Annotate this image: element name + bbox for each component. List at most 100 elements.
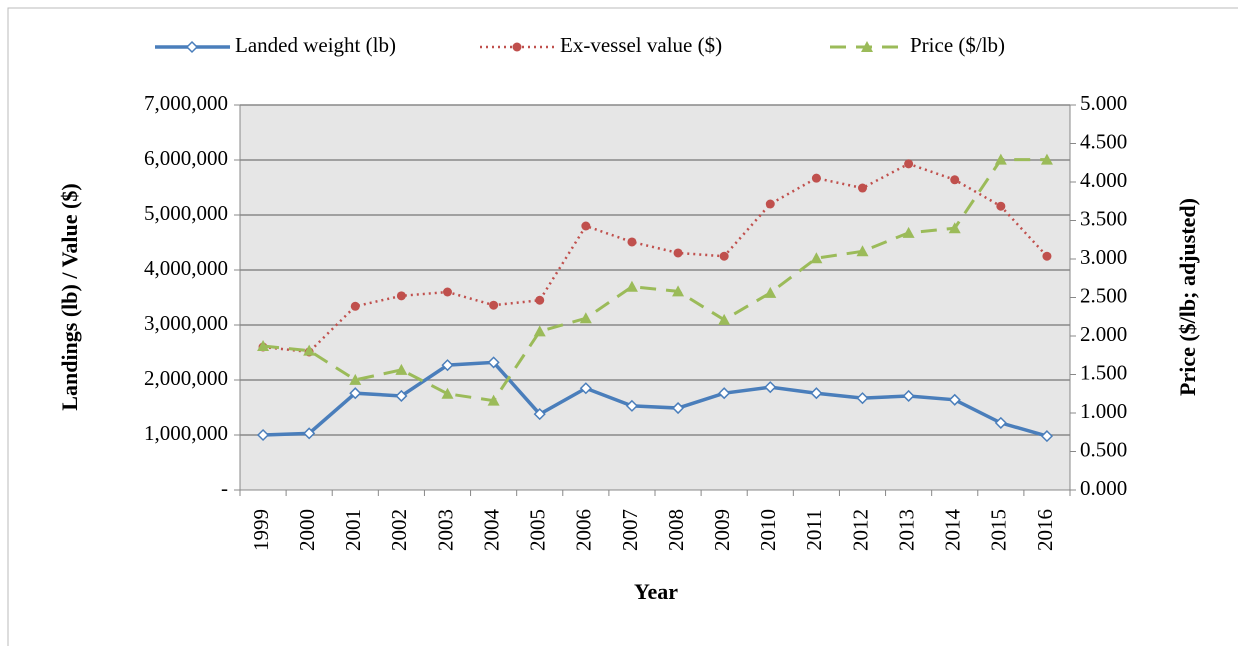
y-tick-label: 7,000,000 [144,91,228,115]
point [303,344,316,356]
point [1040,153,1053,165]
point [443,287,452,297]
x-tick-label: 2015 [987,509,1011,551]
series-line [262,360,1048,438]
point [764,286,777,298]
point [948,393,961,406]
y-axis-title: Landings (lb) / Value ($) [57,183,82,410]
point [625,399,639,412]
y-tick-label: 5,000,000 [144,201,228,225]
point [719,251,729,261]
point [627,237,637,247]
point [349,387,362,400]
x-tick-label: 2009 [710,509,734,551]
point [533,408,546,421]
point [764,381,777,394]
point [487,394,500,406]
point [904,159,914,169]
point [718,387,731,400]
x-tick-label: 2008 [664,509,688,551]
point [535,295,545,305]
y-tick-label: 6,000,000 [144,146,228,170]
legend-marker [512,42,522,52]
y2-tick-label: 0.500 [1080,437,1127,461]
y-tick-label: 1,000,000 [144,421,228,445]
point [718,313,731,325]
y2-tick-label: 3.000 [1080,245,1127,269]
point [856,245,869,257]
point [395,363,408,375]
y2-tick-label: 4.000 [1080,168,1127,192]
point [350,301,360,311]
legend-marker [185,40,199,54]
y2-tick-label: 1.500 [1080,360,1127,384]
x-tick-label: 2010 [756,509,780,551]
point [1042,251,1052,261]
x-tick-label: 2014 [941,509,965,552]
point [257,340,270,352]
point [581,221,591,231]
series-line [262,162,1048,354]
x-tick-label: 2005 [526,509,550,551]
y2-tick-label: 1.000 [1080,399,1127,423]
point [441,359,454,372]
chart-border [7,7,1238,646]
point [994,416,1007,429]
x-tick-label: 2004 [479,508,503,551]
point [902,389,915,403]
point [303,427,316,440]
point [441,387,454,399]
x-tick-label: 2007 [618,509,642,551]
x-tick-label: 2013 [894,509,918,551]
point [533,325,546,337]
x-tick-label: 1999 [249,509,273,551]
point [625,280,638,292]
x-tick-label: 2012 [848,509,872,551]
point [672,285,685,297]
y-tick-label: 3,000,000 [144,311,228,335]
point [948,222,961,234]
y-tick-label: - [221,476,228,500]
point [811,173,821,183]
point [256,428,270,442]
y2-tick-label: 3.500 [1080,206,1127,230]
point [994,153,1007,165]
point [579,382,592,395]
y-tick-label: 4,000,000 [144,256,228,280]
point [1040,430,1054,443]
series-line [262,158,1047,403]
point [950,175,960,185]
x-tick-label: 2001 [341,509,365,551]
point [671,401,685,415]
point [489,300,499,310]
x-tick-label: 2006 [572,509,596,551]
point [673,248,683,258]
legend-label: Landed weight (lb) [235,33,396,57]
point [765,199,775,209]
y2-axis-title: Price ($/lb; adjusted) [1175,198,1200,396]
point [810,252,823,264]
x-tick-label: 2016 [1033,509,1057,551]
point [396,291,406,301]
x-tick-label: 2002 [387,509,411,551]
y2-tick-label: 2.000 [1080,322,1127,346]
point [858,183,867,193]
x-tick-label: 2000 [295,509,319,551]
point [996,201,1006,211]
y2-tick-label: 2.500 [1080,283,1127,307]
x-tick-label: 2003 [433,509,457,551]
point [579,312,592,324]
y-tick-label: 2,000,000 [144,366,228,390]
y2-tick-label: 5.000 [1080,91,1127,115]
point [395,389,408,403]
point [349,373,362,385]
legend-label: Ex-vessel value ($) [560,33,722,57]
point [856,392,869,405]
y2-tick-label: 4.500 [1080,129,1127,153]
y2-tick-label: 0.000 [1080,476,1127,500]
legend-label: Price ($/lb) [910,33,1005,57]
plot-area [240,105,1070,490]
legend-marker [861,41,873,52]
point [487,356,500,369]
